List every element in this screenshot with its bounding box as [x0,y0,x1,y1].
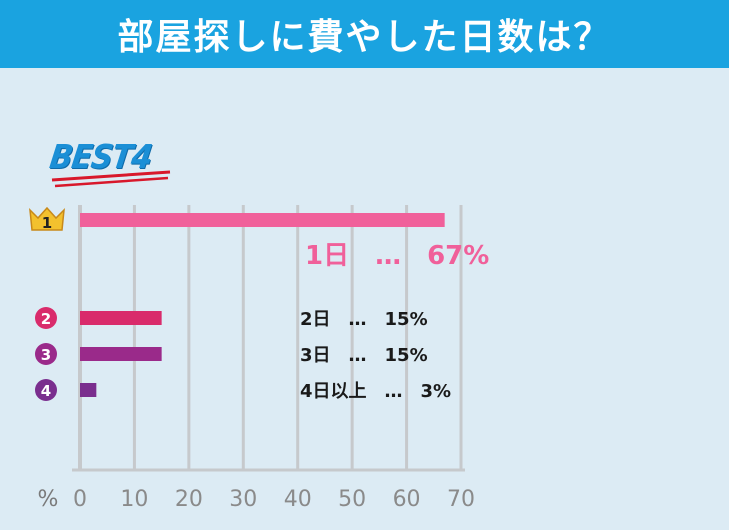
crown-icon: 1 [29,206,65,232]
rank-badge-2: 2 [35,307,57,329]
x-tick-label: 60 [393,487,421,512]
x-tick-label: 30 [229,487,257,512]
value-label-2: 2日 … 15% [300,309,428,330]
bar-1 [80,213,445,227]
x-tick-label: 70 [447,487,475,512]
x-tick-label: 50 [338,487,366,512]
x-tick-label: 10 [120,487,148,512]
value-label-4: 4日以上 … 3% [300,381,451,402]
x-tick-label: 20 [175,487,203,512]
page-title: 部屋探しに費やした日数は？ [117,17,612,58]
rank-badge-3: 3 [35,343,57,365]
rank-number: 4 [41,382,51,400]
x-tick-label: 0 [73,487,87,512]
rank-number: 1 [42,214,52,232]
x-tick-label: 40 [284,487,312,512]
bar-2 [80,311,162,325]
rank-number: 2 [41,310,51,328]
value-label-3: 3日 … 15% [300,345,428,366]
x-axis-unit: % [38,487,59,512]
bar-3 [80,347,162,361]
best-underline [51,170,171,188]
bar-4 [80,383,97,397]
value-label-1: 1日 … 67% [305,241,489,271]
rank-badge-4: 4 [35,379,57,401]
rank-number: 3 [41,346,51,364]
title-banner: 部屋探しに費やした日数は？ [0,0,729,68]
